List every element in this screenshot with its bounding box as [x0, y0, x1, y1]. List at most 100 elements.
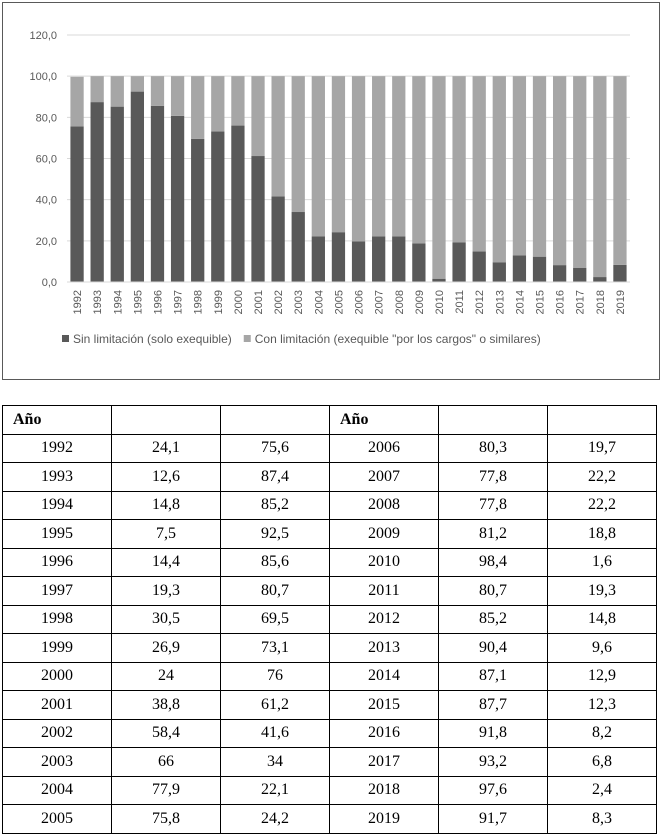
- table-cell: 19,3: [111, 576, 221, 606]
- table-cell: 24,1: [111, 433, 221, 463]
- bar-segment: [271, 196, 285, 282]
- x-tick-label: 2016: [555, 290, 567, 314]
- chart-border: [2, 2, 660, 380]
- bar-segment: [191, 138, 205, 282]
- table-cell: 2009: [329, 519, 439, 549]
- table-row: 1998 30,5 69,5 2012 85,2 14,8: [2, 604, 657, 634]
- table-cell: 6,8: [547, 747, 657, 777]
- x-tick-label: 2006: [354, 290, 366, 314]
- x-tick-label: 2008: [394, 290, 406, 314]
- bar-segment: [512, 255, 527, 282]
- bar-segment: [492, 76, 506, 263]
- table-cell: 73,1: [220, 633, 330, 663]
- bar-segment: [90, 102, 104, 282]
- table-cell: 92,5: [220, 519, 330, 549]
- x-tick-label: 1999: [213, 290, 225, 314]
- table-cell: 38,8: [111, 690, 221, 720]
- bar-segment: [573, 76, 587, 269]
- table-cell: 2013: [329, 633, 439, 663]
- table-cell: 2003: [2, 747, 112, 777]
- table-cell: 69,5: [220, 604, 330, 634]
- table-row: 1994 14,8 85,2 2008 77,8 22,2: [2, 490, 657, 520]
- bar-segment: [472, 76, 486, 252]
- y-tick-label: 20,0: [36, 236, 57, 248]
- legend-label: Con limitación (exequible "por los cargo…: [255, 332, 541, 346]
- bar-segment: [311, 76, 325, 237]
- bar-segment: [532, 76, 547, 257]
- table-cell: 14,8: [547, 604, 657, 634]
- x-tick-label: 1994: [112, 290, 124, 314]
- table-cell: 91,7: [438, 804, 548, 834]
- table-cell: 2002: [2, 718, 112, 748]
- table-cell: 1996: [2, 547, 112, 577]
- bar-segment: [291, 76, 305, 213]
- table-cell: 19,7: [547, 433, 657, 463]
- table-cell: 81,2: [438, 519, 548, 549]
- x-tick-label: 2011: [454, 290, 466, 314]
- bar-segment: [432, 76, 446, 279]
- table-cell: [111, 405, 221, 435]
- table-cell: 93,2: [438, 747, 548, 777]
- table-row: 1993 12,6 87,4 2007 77,8 22,2: [2, 462, 657, 492]
- table-cell: 75,6: [220, 433, 330, 463]
- y-tick-label: 60,0: [36, 154, 57, 166]
- table-cell: 2005: [2, 804, 112, 834]
- table-cell: 1995: [2, 519, 112, 549]
- table-cell: 22,2: [547, 462, 657, 492]
- table-cell: 2018: [329, 775, 439, 805]
- y-tick-label: 100,0: [29, 71, 57, 83]
- table-cell: 2015: [329, 690, 439, 720]
- table-cell: 76: [220, 661, 330, 691]
- bar-segment: [311, 236, 325, 282]
- table-cell: 61,2: [220, 690, 330, 720]
- data-table: Año Año 1992 24,1 75,6 2006 80,3 19,7 1993 12,6 87…: [2, 405, 657, 834]
- table-cell: 80,3: [438, 433, 548, 463]
- x-tick-label: 2009: [414, 290, 426, 314]
- x-tick-label: 2017: [575, 290, 587, 314]
- table-row: 1996 14,4 85,6 2010 98,4 1,6: [2, 547, 657, 577]
- table-cell: 2001: [2, 690, 112, 720]
- table-row: 2001 38,8 61,2 2015 87,7 12,3: [2, 690, 657, 720]
- bar-segment: [573, 268, 587, 282]
- bar-segment: [613, 76, 627, 265]
- table-cell: 2008: [329, 490, 439, 520]
- x-tick-label: 1998: [193, 290, 205, 314]
- table-row: 2003 66 34 2017 93,2 6,8: [2, 747, 657, 777]
- bar-segment: [130, 76, 145, 92]
- x-tick-label: 2014: [514, 290, 526, 314]
- y-tick-label: 80,0: [36, 112, 57, 124]
- bar-segment: [110, 106, 124, 282]
- bar-segment: [170, 115, 185, 282]
- table-cell: 41,6: [220, 718, 330, 748]
- x-tick-label: 2003: [293, 290, 305, 314]
- table-row: 2004 77,9 22,1 2018 97,6 2,4: [2, 775, 657, 805]
- table-cell: 24,2: [220, 804, 330, 834]
- table-cell: 22,1: [220, 775, 330, 805]
- table-cell: 87,7: [438, 690, 548, 720]
- bar-segment: [251, 156, 265, 282]
- x-tick-label: 1995: [132, 290, 144, 314]
- legend-swatch: [62, 335, 69, 342]
- table-cell: 14,4: [111, 547, 221, 577]
- table-cell: [547, 405, 657, 435]
- table-cell: 87,4: [220, 462, 330, 492]
- table-cell: 80,7: [438, 576, 548, 606]
- bar-segment: [372, 76, 386, 237]
- table-cell: [220, 405, 330, 435]
- table-row: 1992 24,1 75,6 2006 80,3 19,7: [2, 433, 657, 463]
- bar-segment: [211, 76, 225, 132]
- table-cell: 1998: [2, 604, 112, 634]
- bar-segment: [170, 76, 185, 116]
- table-cell: 1994: [2, 490, 112, 520]
- bar-segment: [70, 76, 84, 127]
- x-tick-label: 1996: [152, 290, 164, 314]
- bar-segment: [412, 76, 426, 244]
- bar-segment: [412, 243, 426, 282]
- table-cell: 2007: [329, 462, 439, 492]
- table-cell: 2019: [329, 804, 439, 834]
- table-cell: 77,9: [111, 775, 221, 805]
- x-tick-label: 2018: [595, 290, 607, 314]
- table-cell: 2000: [2, 661, 112, 691]
- table-cell: 8,3: [547, 804, 657, 834]
- table-cell: 22,2: [547, 490, 657, 520]
